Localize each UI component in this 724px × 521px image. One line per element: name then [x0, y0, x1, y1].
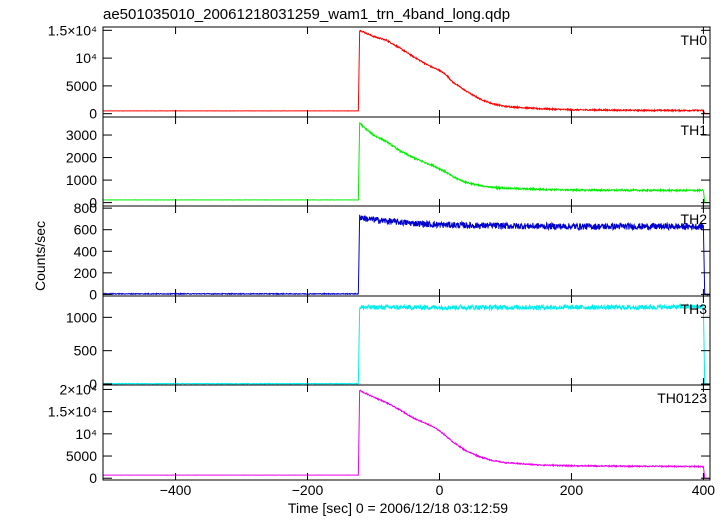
y-tick-label: 1.5×10⁴ — [48, 22, 97, 38]
panel-th0123: TH0123 0 5000 10⁴ 1.5×10⁴ 2×10⁴ — [48, 381, 711, 486]
series-line-th2 — [103, 214, 710, 296]
series-line-th0123 — [103, 389, 710, 479]
series-line-th0 — [103, 29, 710, 115]
y-tick-label: 0 — [89, 195, 97, 211]
y-tick-label: 10⁴ — [75, 426, 97, 442]
y-tick-label: 0 — [89, 470, 97, 486]
x-tick-label: −400 — [160, 482, 192, 498]
panel-th3: TH3 0 500 1000 — [66, 295, 711, 392]
panel-frame — [102, 384, 711, 481]
series-line-th3 — [103, 302, 710, 385]
y-tick-label: 400 — [74, 243, 98, 259]
y-tick-label: 800 — [74, 200, 98, 216]
panel-th1: TH1 0 1000 2000 3000 — [66, 116, 711, 211]
y-tick-label: 200 — [74, 265, 98, 281]
panel-label-th1: TH1 — [681, 122, 708, 138]
x-tick-label: 200 — [560, 482, 584, 498]
panel-label-th0: TH0 — [681, 32, 708, 48]
y-axis-label: Counts/sec — [32, 221, 48, 291]
y-tick-label: 3000 — [66, 127, 97, 143]
panel-frame — [102, 295, 711, 386]
y-tick-label: 5000 — [66, 78, 97, 94]
panel-label-th3: TH3 — [681, 301, 708, 317]
y-tick-label: 1000 — [66, 309, 97, 325]
y-tick-label: 1.5×10⁴ — [48, 404, 97, 420]
series-line-th1 — [103, 122, 710, 204]
y-tick-label: 5000 — [66, 448, 97, 464]
x-axis-label: Time [sec] 0 = 2006/12/18 03:12:59 — [288, 500, 508, 516]
panel-frame — [102, 26, 711, 118]
y-tick-label: 0 — [89, 286, 97, 302]
panel-th2: TH2 0 200 400 600 800 — [74, 200, 711, 302]
y-tick-label: 0 — [89, 106, 97, 122]
panel-frame — [102, 205, 711, 297]
panel-label-th2: TH2 — [681, 211, 708, 227]
x-axis: −400 −200 0 200 400 — [160, 482, 715, 498]
x-tick-label: −200 — [292, 482, 324, 498]
y-tick-label: 500 — [74, 343, 98, 359]
panel-label-th0123: TH0123 — [657, 390, 707, 406]
x-tick-label: 0 — [436, 482, 444, 498]
y-tick-label: 0 — [89, 376, 97, 392]
y-tick-label: 2×10⁴ — [59, 381, 97, 397]
panels-group: TH00500010⁴1.5×10⁴TH10100020003000TH2020… — [48, 22, 711, 486]
y-tick-label: 10⁴ — [75, 50, 97, 66]
panel-th0: TH0 0 5000 10⁴ 1.5×10⁴ — [48, 22, 711, 122]
y-tick-label: 2000 — [66, 150, 97, 166]
panel-frame — [102, 116, 711, 207]
y-tick-label: 1000 — [66, 172, 97, 188]
x-tick-label: 400 — [692, 482, 716, 498]
y-tick-label: 600 — [74, 222, 98, 238]
chart-title: ae501035010_20061218031259_wam1_trn_4ban… — [103, 6, 510, 23]
